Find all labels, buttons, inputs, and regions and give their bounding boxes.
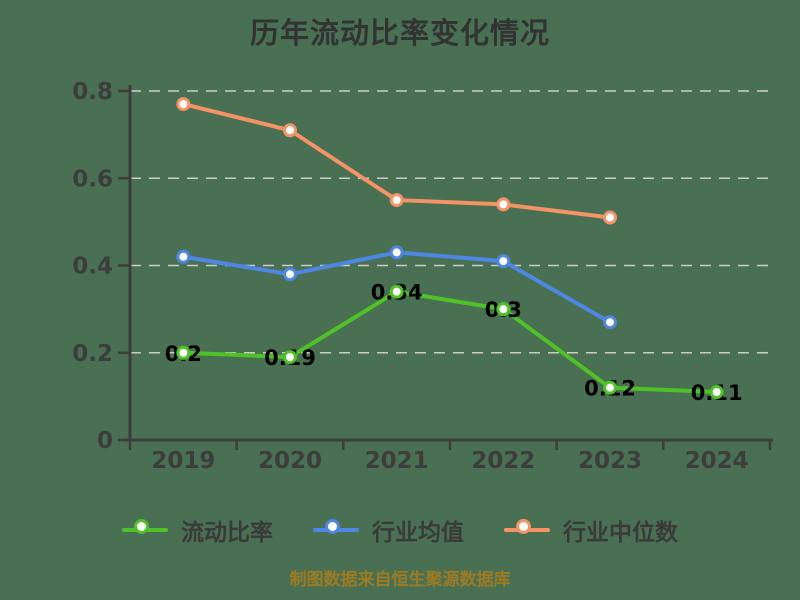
x-tick-label: 2023	[578, 448, 642, 474]
legend-item-流动比率[interactable]: 流动比率	[122, 513, 273, 547]
data-point-marker	[283, 267, 297, 282]
x-tick-label: 2024	[685, 448, 749, 474]
legend-dot	[134, 519, 149, 534]
series-line-流动比率	[181, 289, 719, 395]
legend-line-circle-icon	[504, 518, 550, 542]
data-point-marker	[603, 315, 617, 330]
data-point-marker	[603, 380, 617, 395]
data-point-marker	[283, 123, 297, 138]
legend-dot	[516, 519, 531, 534]
data-point-marker	[389, 193, 404, 208]
data-point-marker	[176, 97, 191, 112]
data-point-marker	[496, 302, 511, 317]
legend-line-circle-icon	[122, 518, 168, 542]
data-point-marker	[389, 245, 404, 260]
x-tick-label: 2021	[365, 448, 429, 474]
data-point-marker	[283, 350, 297, 365]
legend-item-行业均值[interactable]: 行业均值	[313, 513, 464, 547]
x-tick-label: 2022	[471, 448, 535, 474]
legend-label: 行业均值	[372, 520, 464, 546]
legend-item-行业中位数[interactable]: 行业中位数	[504, 513, 678, 547]
data-point-marker	[603, 210, 617, 225]
data-point-marker	[176, 249, 191, 264]
legend-label: 流动比率	[181, 520, 273, 546]
y-tick-label: 0.8	[72, 79, 113, 105]
data-point-marker	[496, 197, 511, 212]
y-tick-label: 0.4	[72, 254, 113, 280]
x-tick-label: 2019	[151, 448, 215, 474]
data-point-marker	[176, 345, 191, 360]
legend-dot	[325, 519, 340, 534]
legend-line-circle-icon	[313, 518, 359, 542]
data-point-marker	[709, 385, 724, 400]
chart-title: 历年流动比率变化情况	[249, 16, 550, 50]
data-point-marker	[389, 284, 404, 299]
data-point-marker	[496, 254, 511, 269]
x-tick-label: 2020	[258, 448, 322, 474]
legend-label: 行业中位数	[563, 520, 678, 546]
chart-legend: 流动比率 行业均值 行业中位数	[0, 513, 800, 547]
data-source-note: 制图数据来自恒生聚源数据库	[289, 570, 511, 590]
y-tick-label: 0.2	[72, 341, 113, 367]
y-tick-label: 0.6	[72, 166, 113, 192]
y-tick-label: 0	[97, 428, 113, 454]
